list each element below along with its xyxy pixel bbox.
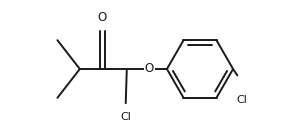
Text: O: O bbox=[98, 11, 107, 24]
Text: Cl: Cl bbox=[236, 95, 247, 105]
Text: O: O bbox=[145, 63, 154, 75]
Text: Cl: Cl bbox=[120, 112, 131, 122]
